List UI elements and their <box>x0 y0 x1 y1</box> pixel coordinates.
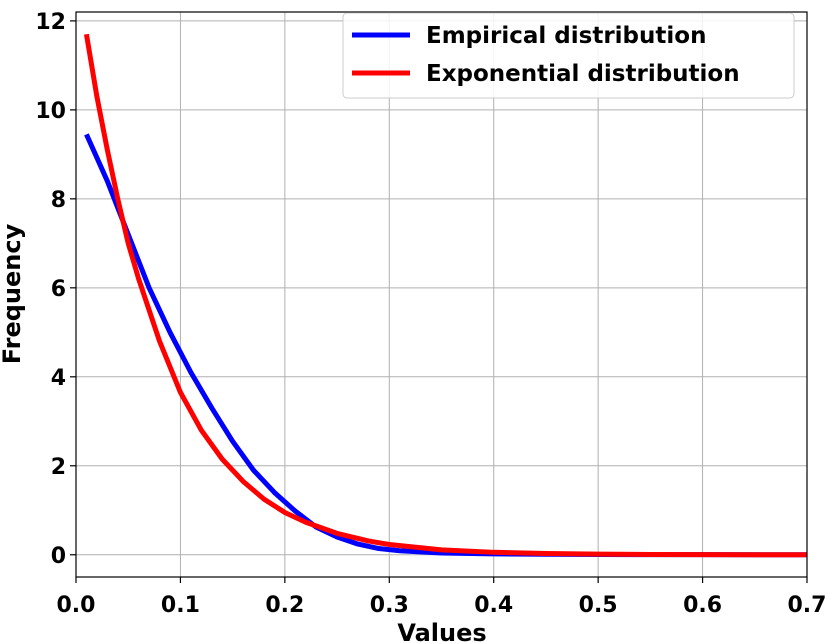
x-tick-label: 0.2 <box>265 593 304 618</box>
x-tick-label: 0.7 <box>788 593 827 618</box>
legend: Empirical distribution Exponential distr… <box>342 12 795 99</box>
y-tick-label: 10 <box>35 99 66 124</box>
grid-lines <box>75 12 808 577</box>
plot-frame <box>75 11 808 578</box>
y-tick-label: 12 <box>35 10 66 35</box>
x-tick-label: 0.0 <box>57 593 96 618</box>
y-tick-label: 6 <box>51 277 66 302</box>
x-tick-label: 0.1 <box>161 593 200 618</box>
y-tick-label: 8 <box>51 188 66 213</box>
legend-label-empirical: Empirical distribution <box>426 23 706 49</box>
x-tick-label: 0.3 <box>370 593 409 618</box>
legend-box <box>342 12 795 99</box>
y-tick-label: 4 <box>51 366 66 391</box>
y-tick-label: 2 <box>51 455 66 480</box>
y-axis-label: Frequency <box>0 223 26 364</box>
x-tick-label: 0.6 <box>683 593 722 618</box>
x-tick-label: 0.5 <box>579 593 618 618</box>
axis-ticks: 0.0 0.1 0.2 0.3 0.4 0.5 0.6 0.7 0 2 4 6 8 10 12 <box>35 10 826 618</box>
empirical-distribution-line <box>84 133 808 558</box>
x-tick-label: 0.4 <box>474 593 513 618</box>
y-tick-label: 0 <box>51 544 66 569</box>
series-lines <box>83 33 808 558</box>
legend-label-exponential: Exponential distribution <box>426 61 740 87</box>
x-axis-label: Values <box>397 619 486 643</box>
exponential-distribution-line <box>83 33 808 558</box>
